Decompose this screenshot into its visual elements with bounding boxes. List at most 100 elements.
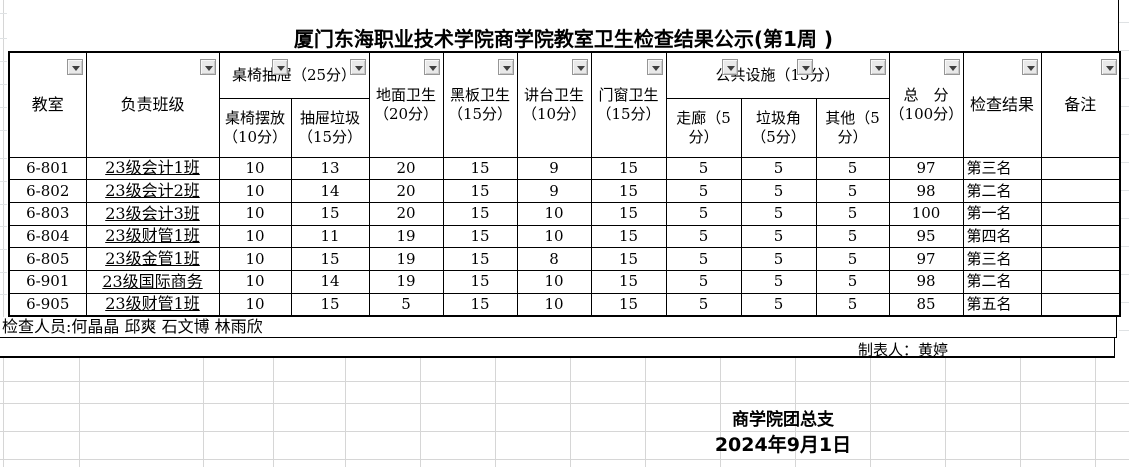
gridline <box>0 61 7 62</box>
filter-dropdown-button-10[interactable] <box>797 59 813 75</box>
gridline <box>0 381 1129 382</box>
cell: 5 <box>740 292 817 317</box>
cell: 95 <box>888 224 964 249</box>
cell: 15 <box>590 224 667 249</box>
cell: 5 <box>665 247 742 271</box>
cell: 5 <box>815 292 890 317</box>
chevron-down-icon <box>355 66 363 71</box>
cell: 第四名 <box>962 224 1042 249</box>
cell: 5 <box>665 179 742 203</box>
cell: 5 <box>665 201 742 226</box>
filter-dropdown-button-13[interactable] <box>1022 59 1038 75</box>
gridline <box>1119 246 1129 247</box>
cell: 5 <box>815 179 890 203</box>
gridline <box>0 107 7 108</box>
gridline <box>1119 162 1129 163</box>
table-row: 6-803 23级会计3班 10 15 20 15 10 15 5 5 5 100 第一名 <box>8 201 1121 226</box>
cell: 15 <box>442 201 518 226</box>
filter-dropdown-button-8[interactable] <box>647 59 663 75</box>
cell: 6-804 <box>8 224 87 249</box>
gridline <box>203 358 204 467</box>
cell: 23级会计2班 <box>85 179 220 203</box>
filter-dropdown-button-9[interactable] <box>722 59 738 75</box>
filter-dropdown-button-5[interactable] <box>424 59 440 75</box>
gridline <box>1119 190 1129 191</box>
gridline <box>1095 358 1096 467</box>
cell: 23级财管1班 <box>85 292 220 317</box>
filter-dropdown-button-11[interactable] <box>870 59 886 75</box>
cell: 23级会计1班 <box>85 156 220 181</box>
cell: 19 <box>368 224 444 249</box>
chevron-down-icon <box>205 66 213 71</box>
gridline <box>720 358 721 467</box>
page-title: 厦门东海职业技术学院商学院教室卫生检查结果公示(第1周 ) <box>293 27 834 51</box>
filter-dropdown-button-2[interactable] <box>200 59 216 75</box>
cell: 10 <box>218 156 292 181</box>
cell: 5 <box>665 292 742 317</box>
cell: 100 <box>888 201 964 226</box>
chevron-down-icon <box>949 66 957 71</box>
cell: 5 <box>740 156 817 181</box>
inspectors-row: 检查人员:何晶晶 邱爽 石文博 林雨欣 <box>0 317 1117 338</box>
cell: 5 <box>740 179 817 203</box>
cell: 5 <box>665 156 742 181</box>
gridline <box>795 358 796 467</box>
header-drawer-trash: 抽屉垃圾 （15分） <box>290 97 370 158</box>
header-corridor: 走廊（5 分） <box>665 97 742 158</box>
filter-dropdown-button-12[interactable] <box>944 59 960 75</box>
chevron-down-icon <box>503 66 511 71</box>
table-row: 6-802 23级会计2班 10 14 20 15 9 15 5 5 5 98 第二名 <box>8 179 1121 203</box>
cell: 98 <box>888 269 964 294</box>
gridline <box>79 358 80 467</box>
chevron-down-icon <box>727 66 735 71</box>
cell: 15 <box>442 224 518 249</box>
gridline <box>420 358 421 467</box>
cell: 15 <box>590 156 667 181</box>
filter-dropdown-button-3[interactable] <box>272 59 288 75</box>
cell: 10 <box>516 269 592 294</box>
table-row: 6-801 23级会计1班 10 13 20 15 9 15 5 5 5 97 第三名 <box>8 156 1121 181</box>
gridline <box>0 38 7 39</box>
gridline <box>0 226 7 227</box>
cell <box>1040 224 1121 249</box>
filter-dropdown-button-14[interactable] <box>1101 59 1117 75</box>
gridline <box>345 358 346 467</box>
cell: 15 <box>290 292 370 317</box>
date-text: 2024年9月1日 <box>714 434 852 456</box>
cell: 20 <box>368 179 444 203</box>
gridline <box>1119 274 1129 275</box>
cell: 8 <box>516 247 592 271</box>
cell: 10 <box>218 179 292 203</box>
cell: 20 <box>368 201 444 226</box>
cell: 5 <box>815 156 890 181</box>
filter-dropdown-button-1[interactable] <box>67 59 83 75</box>
gridline <box>0 272 7 273</box>
header-public-group: 公共设施（15分） <box>665 51 890 99</box>
cell <box>1040 201 1121 226</box>
header-class-in-charge: 负责班级 <box>85 51 220 158</box>
filter-dropdown-button-7[interactable] <box>572 59 588 75</box>
cell: 5 <box>815 224 890 249</box>
results-table: 教室 负责班级 桌椅抽屉（25分） 地面卫生 （20分） 黑板卫生 （15分） … <box>8 51 1122 317</box>
cell: 5 <box>815 201 890 226</box>
cell: 10 <box>516 224 592 249</box>
cell: 第五名 <box>962 292 1042 317</box>
gridline <box>945 358 946 467</box>
cell: 第二名 <box>962 269 1042 294</box>
cell <box>1040 292 1121 317</box>
cell: 第二名 <box>962 179 1042 203</box>
chevron-down-icon <box>429 66 437 71</box>
gridline <box>0 13 7 14</box>
filter-dropdown-button-6[interactable] <box>498 59 514 75</box>
cell <box>1040 156 1121 181</box>
cell: 5 <box>740 224 817 249</box>
cell: 11 <box>290 224 370 249</box>
chevron-down-icon <box>1106 66 1114 71</box>
chevron-down-icon <box>652 66 660 71</box>
maker-text: 制表人：黄婷 <box>858 341 949 359</box>
gridline <box>273 358 274 467</box>
cell: 10 <box>516 201 592 226</box>
cell: 19 <box>368 247 444 271</box>
filter-dropdown-button-4[interactable] <box>350 59 366 75</box>
cell: 5 <box>368 292 444 317</box>
